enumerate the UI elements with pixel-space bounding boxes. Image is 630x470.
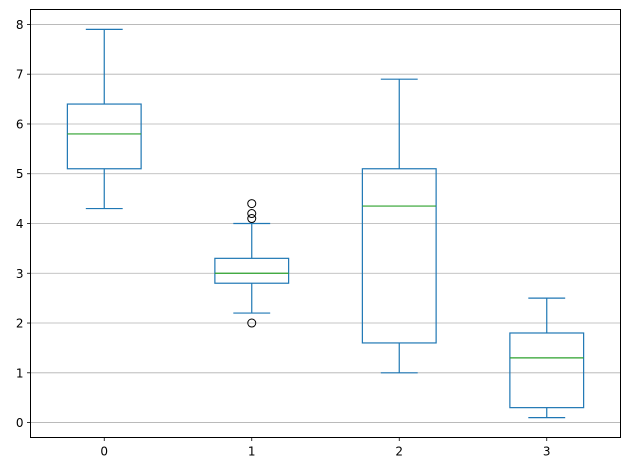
y-tick-label: 4 xyxy=(16,217,24,231)
y-gridlines xyxy=(30,24,621,423)
x-tick-label: 1 xyxy=(248,445,256,459)
x-tick-label: 0 xyxy=(100,445,108,459)
box-group-0 xyxy=(66,28,142,210)
outlier-point xyxy=(247,199,257,209)
box-group-3 xyxy=(509,297,585,419)
iqr-box xyxy=(66,103,142,170)
box-group-1 xyxy=(214,199,290,328)
y-tick-label: 1 xyxy=(16,366,24,380)
x-axis: 0 1 2 3 xyxy=(100,437,551,459)
y-tick-label: 6 xyxy=(16,117,24,131)
outlier-point xyxy=(247,209,257,219)
box-group-2 xyxy=(361,78,437,374)
outlier-point xyxy=(247,214,257,224)
y-tick-label: 3 xyxy=(16,267,24,281)
y-tick-label: 7 xyxy=(16,68,24,82)
iqr-box xyxy=(509,332,585,409)
y-tick-label: 8 xyxy=(16,18,24,32)
y-tick-label: 5 xyxy=(16,167,24,181)
y-axis: 0 1 2 3 4 5 6 7 8 xyxy=(16,18,31,430)
y-tick-label: 0 xyxy=(16,416,24,430)
y-tick-label: 2 xyxy=(16,317,24,331)
x-tick-label: 2 xyxy=(395,445,403,459)
iqr-box xyxy=(214,257,290,284)
outlier-point xyxy=(247,318,257,328)
iqr-box xyxy=(361,168,437,344)
box-plot-series xyxy=(66,28,585,419)
x-tick-label: 3 xyxy=(543,445,551,459)
